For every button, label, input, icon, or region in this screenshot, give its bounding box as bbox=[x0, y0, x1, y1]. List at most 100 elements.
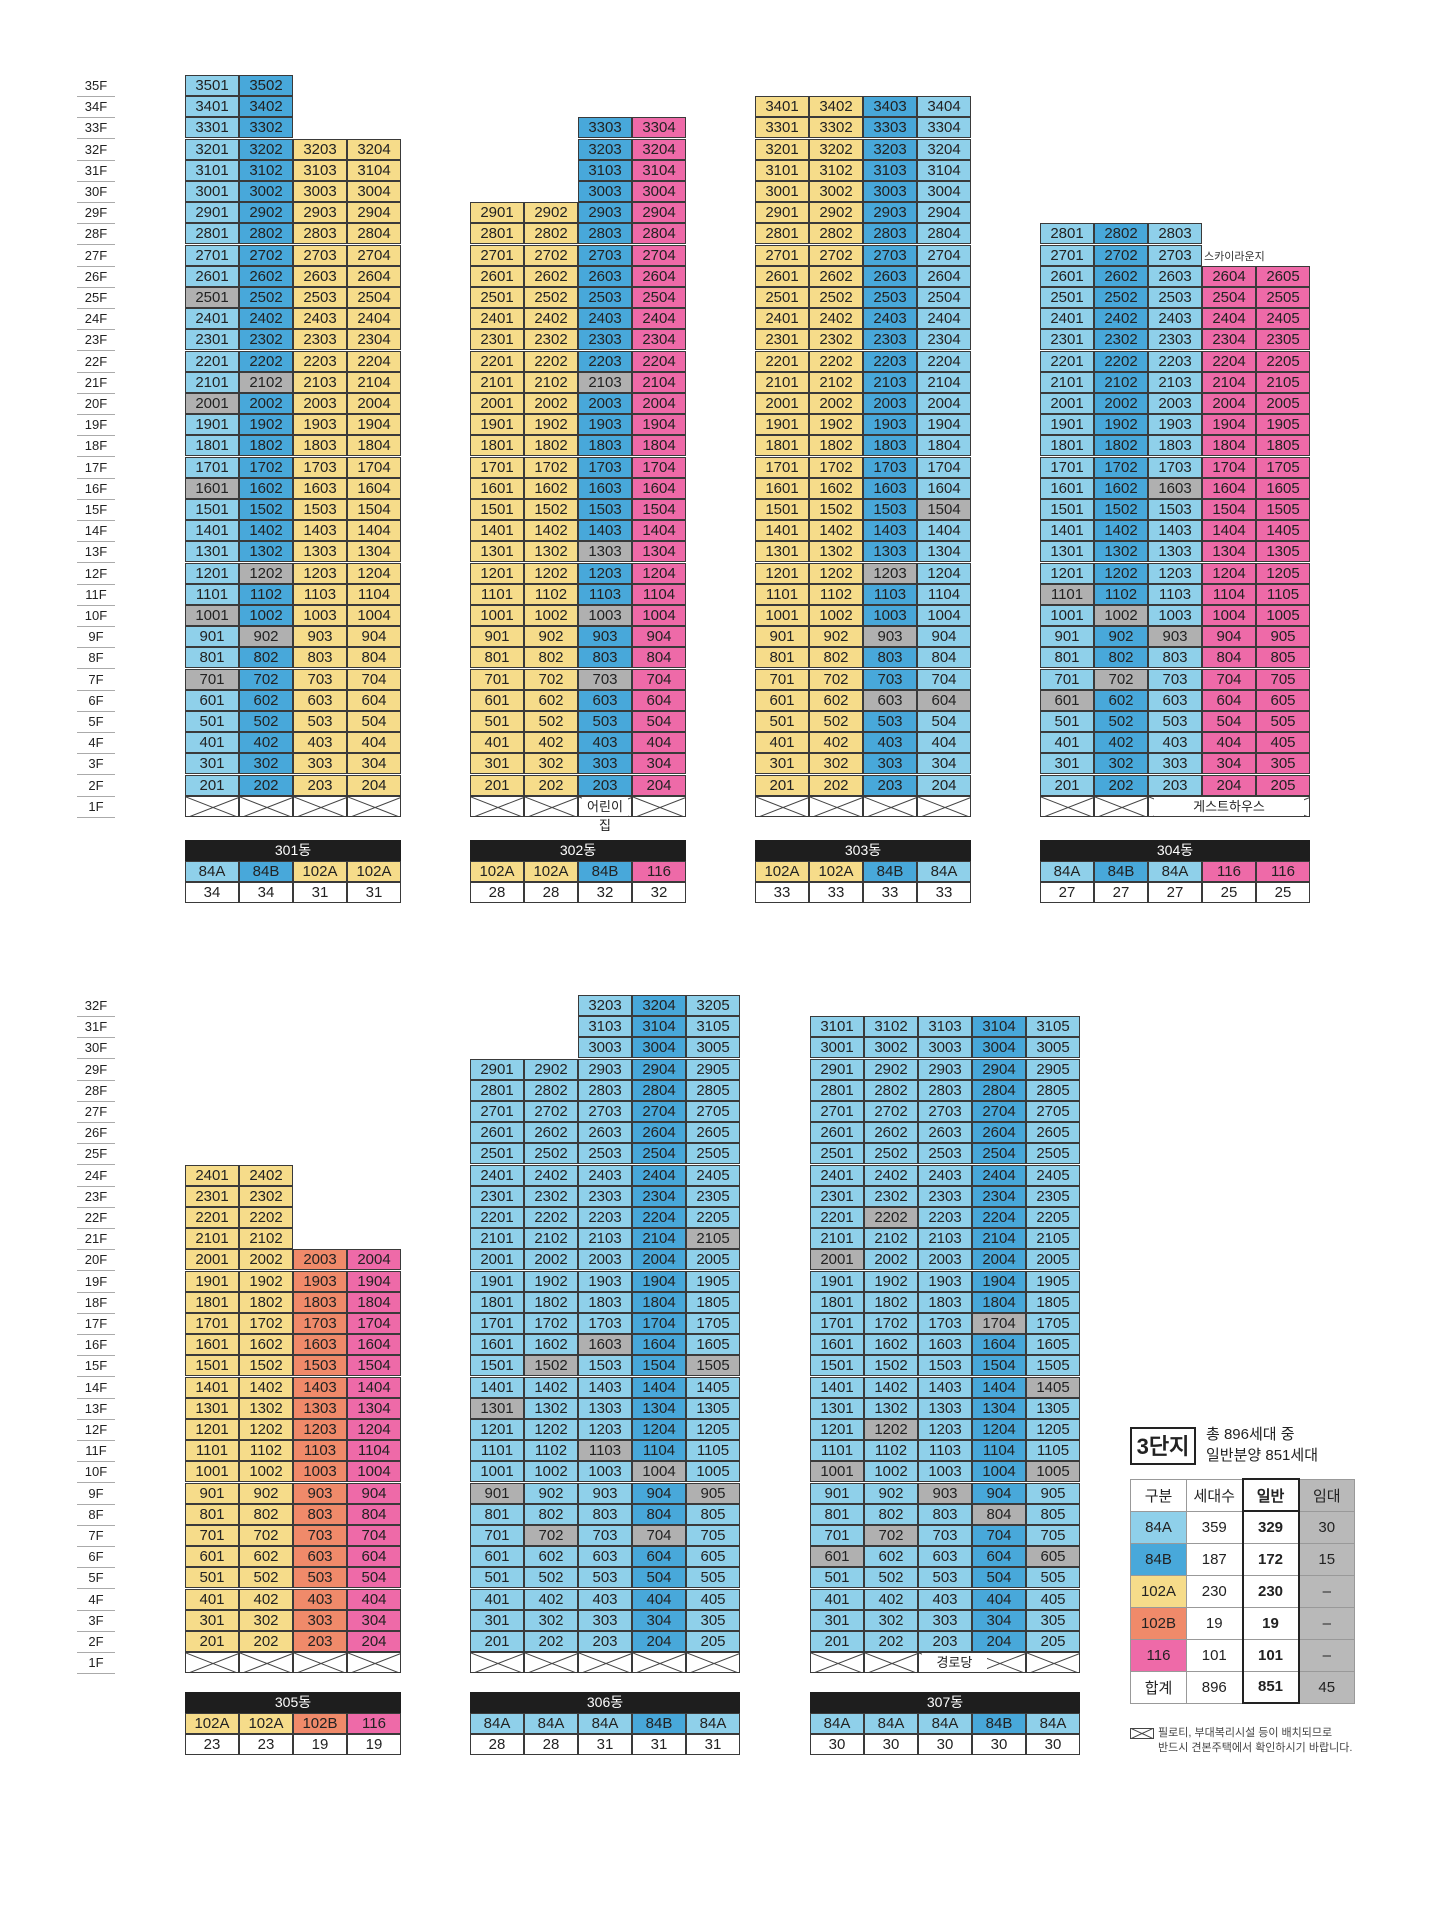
unit-cell[interactable]: 1504 bbox=[1202, 499, 1256, 520]
unit-cell[interactable]: 402 bbox=[239, 1588, 293, 1610]
unit-cell[interactable]: 1604 bbox=[347, 1334, 401, 1356]
unit-cell[interactable]: 1303 bbox=[293, 541, 347, 563]
unit-cell[interactable]: 2504 bbox=[632, 287, 686, 308]
unit-cell[interactable]: 2801 bbox=[185, 223, 239, 245]
unit-cell[interactable]: 2104 bbox=[972, 1228, 1026, 1250]
unit-cell[interactable]: 2102 bbox=[239, 1228, 293, 1250]
unit-cell[interactable]: 204 bbox=[632, 774, 686, 796]
unit-cell[interactable]: 1003 bbox=[293, 1461, 347, 1483]
unit-cell[interactable]: 1702 bbox=[524, 1313, 578, 1334]
unit-cell[interactable]: 3303 bbox=[863, 117, 917, 139]
unit-cell[interactable]: 2204 bbox=[1202, 350, 1256, 372]
unit-cell[interactable]: 1101 bbox=[1040, 583, 1094, 605]
unit-cell[interactable]: 2101 bbox=[185, 1228, 239, 1250]
unit-cell[interactable]: 2204 bbox=[632, 1207, 686, 1228]
unit-cell[interactable]: 2403 bbox=[918, 1164, 972, 1186]
unit-cell[interactable]: 2401 bbox=[810, 1164, 864, 1186]
unit-cell[interactable]: 902 bbox=[524, 1482, 578, 1504]
unit-cell[interactable]: 204 bbox=[972, 1631, 1026, 1652]
unit-cell[interactable]: 3105 bbox=[686, 1016, 740, 1038]
unit-cell[interactable]: 1104 bbox=[917, 583, 971, 605]
unit-cell[interactable]: 904 bbox=[347, 1482, 401, 1504]
unit-cell[interactable]: 1503 bbox=[293, 1355, 347, 1377]
unit-cell[interactable]: 603 bbox=[578, 1546, 632, 1568]
unit-cell[interactable]: 702 bbox=[239, 668, 293, 690]
unit-cell[interactable]: 2503 bbox=[293, 287, 347, 308]
unit-cell[interactable]: 1301 bbox=[755, 541, 809, 563]
unit-cell[interactable]: 1503 bbox=[578, 1355, 632, 1377]
unit-cell[interactable]: 1602 bbox=[864, 1334, 918, 1356]
unit-cell[interactable]: 1801 bbox=[470, 1291, 524, 1313]
unit-cell[interactable]: 2604 bbox=[347, 265, 401, 287]
unit-cell[interactable]: 202 bbox=[239, 774, 293, 796]
unit-cell[interactable]: 2502 bbox=[809, 287, 863, 308]
unit-cell[interactable]: 1802 bbox=[239, 1291, 293, 1313]
unit-cell[interactable]: 2205 bbox=[1256, 350, 1310, 372]
unit-cell[interactable]: 1705 bbox=[1026, 1313, 1080, 1334]
unit-cell[interactable]: 2904 bbox=[917, 202, 971, 224]
unit-cell[interactable]: 2805 bbox=[1026, 1079, 1080, 1101]
unit-cell[interactable]: 505 bbox=[686, 1567, 740, 1589]
unit-cell[interactable]: 2001 bbox=[810, 1249, 864, 1271]
unit-cell[interactable]: 1603 bbox=[293, 1334, 347, 1356]
unit-cell[interactable]: 3001 bbox=[755, 181, 809, 202]
unit-cell[interactable]: 2704 bbox=[632, 244, 686, 266]
unit-cell[interactable]: 504 bbox=[1202, 711, 1256, 732]
unit-cell[interactable]: 504 bbox=[347, 711, 401, 732]
unit-cell[interactable]: 2804 bbox=[347, 223, 401, 245]
unit-cell[interactable]: 1402 bbox=[809, 520, 863, 542]
unit-cell[interactable]: 803 bbox=[918, 1503, 972, 1525]
unit-cell[interactable]: 2904 bbox=[347, 202, 401, 224]
unit-cell[interactable]: 2602 bbox=[864, 1122, 918, 1144]
unit-cell[interactable]: 803 bbox=[293, 1503, 347, 1525]
unit-cell[interactable]: 2204 bbox=[347, 350, 401, 372]
unit-cell[interactable]: 504 bbox=[347, 1567, 401, 1589]
unit-cell[interactable]: 304 bbox=[972, 1609, 1026, 1631]
unit-cell[interactable]: 804 bbox=[632, 1503, 686, 1525]
unit-cell[interactable]: 805 bbox=[1256, 647, 1310, 669]
unit-cell[interactable]: 2805 bbox=[686, 1079, 740, 1101]
unit-cell[interactable]: 903 bbox=[293, 1482, 347, 1504]
unit-cell[interactable]: 3005 bbox=[686, 1037, 740, 1059]
unit-cell[interactable]: 1904 bbox=[632, 414, 686, 436]
unit-cell[interactable]: 602 bbox=[809, 689, 863, 711]
unit-cell[interactable]: 3202 bbox=[239, 138, 293, 160]
unit-cell[interactable]: 1402 bbox=[524, 520, 578, 542]
unit-cell[interactable]: 1702 bbox=[239, 456, 293, 478]
unit-cell[interactable]: 2703 bbox=[293, 244, 347, 266]
unit-cell[interactable]: 2102 bbox=[524, 371, 578, 393]
unit-cell[interactable]: 1304 bbox=[1202, 541, 1256, 563]
unit-cell[interactable]: 2801 bbox=[810, 1079, 864, 1101]
unit-cell[interactable]: 2003 bbox=[293, 1249, 347, 1271]
unit-cell[interactable]: 203 bbox=[293, 774, 347, 796]
unit-cell[interactable]: 1702 bbox=[239, 1313, 293, 1334]
unit-cell[interactable]: 1801 bbox=[810, 1291, 864, 1313]
unit-cell[interactable]: 1003 bbox=[863, 605, 917, 626]
unit-cell[interactable]: 2303 bbox=[293, 329, 347, 351]
unit-cell[interactable]: 1804 bbox=[632, 435, 686, 457]
unit-cell[interactable]: 1802 bbox=[809, 435, 863, 457]
unit-cell[interactable]: 903 bbox=[293, 626, 347, 648]
unit-cell[interactable]: 404 bbox=[632, 732, 686, 754]
unit-cell[interactable]: 1704 bbox=[917, 456, 971, 478]
unit-cell[interactable]: 1803 bbox=[578, 435, 632, 457]
unit-cell[interactable]: 2004 bbox=[632, 393, 686, 414]
unit-cell[interactable]: 1805 bbox=[686, 1291, 740, 1313]
unit-cell[interactable]: 503 bbox=[918, 1567, 972, 1589]
unit-cell[interactable]: 204 bbox=[917, 774, 971, 796]
unit-cell[interactable]: 303 bbox=[1148, 753, 1202, 775]
unit-cell[interactable]: 2001 bbox=[470, 393, 524, 414]
unit-cell[interactable]: 401 bbox=[810, 1588, 864, 1610]
unit-cell[interactable]: 2201 bbox=[755, 350, 809, 372]
unit-cell[interactable]: 2001 bbox=[1040, 393, 1094, 414]
unit-cell[interactable]: 701 bbox=[470, 668, 524, 690]
unit-cell[interactable]: 2404 bbox=[917, 308, 971, 330]
unit-cell[interactable]: 1603 bbox=[293, 477, 347, 499]
unit-cell[interactable]: 2802 bbox=[524, 1079, 578, 1101]
unit-cell[interactable]: 3204 bbox=[632, 138, 686, 160]
unit-cell[interactable]: 1501 bbox=[185, 499, 239, 520]
unit-cell[interactable]: 1204 bbox=[972, 1419, 1026, 1440]
unit-cell[interactable]: 1503 bbox=[578, 499, 632, 520]
unit-cell[interactable]: 1101 bbox=[810, 1440, 864, 1462]
unit-cell[interactable]: 2701 bbox=[470, 1101, 524, 1122]
